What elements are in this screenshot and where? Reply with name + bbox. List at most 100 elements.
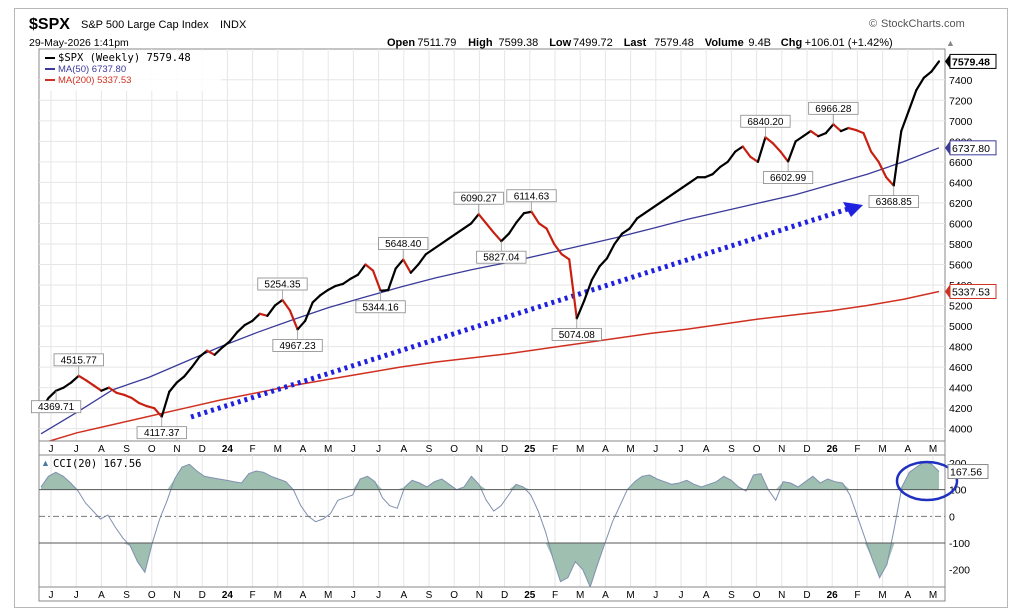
annotation-box-8 xyxy=(476,250,527,264)
price-segment-8 xyxy=(92,384,103,392)
price-segment-28 xyxy=(243,319,254,327)
x-tick-34: A xyxy=(904,444,911,455)
annotation-label-7: 6090.27 xyxy=(461,194,498,205)
x-tick-bottom-15: S xyxy=(426,590,433,601)
legend-item-1: MA(50) 6737.80 xyxy=(58,64,126,75)
price-segment-7 xyxy=(85,379,95,387)
x-tick-bottom-0: J xyxy=(49,590,54,601)
price-segment-118 xyxy=(922,70,933,79)
cci-last-box xyxy=(947,464,989,480)
price-segment-46 xyxy=(379,289,390,292)
price-segment-59 xyxy=(477,213,488,225)
price-segment-63 xyxy=(507,221,518,235)
price-segment-102 xyxy=(802,129,812,138)
x-tick-16: O xyxy=(450,444,458,455)
price-segment-72 xyxy=(575,299,586,320)
annotation-label-12: 6602.99 xyxy=(770,173,807,184)
price-segment-29 xyxy=(251,312,261,323)
price-segment-83 xyxy=(658,196,669,205)
annotation-label-1: 4369.71 xyxy=(38,402,75,413)
last-label-box-1 xyxy=(949,140,997,156)
price-segment-10 xyxy=(107,386,118,394)
x-tick-bottom-14: A xyxy=(400,590,407,601)
quote-label-4: Volume xyxy=(705,37,744,49)
x-tick-19: 25 xyxy=(524,444,536,455)
price-segment-21 xyxy=(190,355,201,369)
price-segment-113 xyxy=(885,176,895,187)
price-panel xyxy=(38,48,946,442)
annotation-box-2 xyxy=(136,426,187,440)
x-tick-26: A xyxy=(703,444,710,455)
price-segment-60 xyxy=(485,222,495,234)
trend-arrow xyxy=(190,205,852,420)
annotation-label-6: 5344.16 xyxy=(363,302,400,313)
price-segment-62 xyxy=(500,232,510,243)
cci-reference-lines xyxy=(39,489,945,544)
price-segment-69 xyxy=(553,242,563,256)
price-y-tick-5: 5000 xyxy=(949,321,973,333)
x-tick-9: M xyxy=(274,444,282,455)
index-name-text: S&P 500 Large Cap Index xyxy=(81,19,209,31)
annotation-label-5: 5648.40 xyxy=(385,239,422,250)
x-tick-bottom-11: M xyxy=(324,590,332,601)
x-tick-27: S xyxy=(728,444,735,455)
annotation-box-9 xyxy=(506,189,557,203)
price-segment-61 xyxy=(492,231,503,243)
x-tick-11: M xyxy=(324,444,332,455)
x-tick-22: A xyxy=(602,444,609,455)
x-tick-bottom-3: S xyxy=(123,590,130,601)
highlight-circle xyxy=(895,460,959,502)
x-tick-bottom-17: N xyxy=(476,590,483,601)
annotation-label-0: 4515.77 xyxy=(61,355,98,366)
price-segment-13 xyxy=(130,396,141,405)
price-segment-20 xyxy=(183,366,194,378)
x-tick-23: M xyxy=(626,444,634,455)
collapse-arrow-icon[interactable]: ▲ xyxy=(946,38,955,48)
price-segment-115 xyxy=(900,109,910,133)
x-tick-bottom-33: M xyxy=(878,590,886,601)
annotation-box-12 xyxy=(762,171,814,184)
price-segment-11 xyxy=(115,391,126,396)
price-segment-86 xyxy=(681,181,692,189)
price-segment-48 xyxy=(394,258,405,270)
price-segment-34 xyxy=(288,309,299,331)
x-tick-5: N xyxy=(173,444,180,455)
ma50-line xyxy=(40,147,940,435)
x-tick-bottom-19: 25 xyxy=(524,590,536,601)
quote-value-2: 7499.72 xyxy=(573,37,613,49)
chart-canvas: $SPX S&P 500 Large Cap Index INDX © Stoc… xyxy=(29,16,997,602)
last-label-text-2: 5337.53 xyxy=(952,286,990,298)
price-y-tick-4: 4800 xyxy=(949,342,973,354)
price-segment-23 xyxy=(205,349,216,356)
price-segment-49 xyxy=(402,258,412,274)
legend-item-2: MA(200) 5337.53 xyxy=(58,75,131,86)
x-tick-6: D xyxy=(199,444,206,455)
cci-panel xyxy=(38,454,946,588)
x-tick-18: D xyxy=(501,444,508,455)
x-tick-28: O xyxy=(753,444,761,455)
x-axis-bottom: J J A S O N D 24 F M A M J J A S O N D 25 F M A M J J A S O N D 26 F M A M xyxy=(49,590,938,601)
price-segment-65 xyxy=(522,210,533,215)
price-segment-54 xyxy=(439,237,450,246)
x-tick-10: A xyxy=(300,444,307,455)
price-segment-108 xyxy=(847,126,858,132)
annotation-box-1 xyxy=(30,400,82,414)
x-tick-30: D xyxy=(803,444,810,455)
price-segment-109 xyxy=(854,128,865,135)
price-segment-66 xyxy=(530,210,541,225)
x-tick-2: A xyxy=(98,444,105,455)
price-segment-110 xyxy=(862,132,873,153)
price-segment-111 xyxy=(869,150,880,163)
price-segment-67 xyxy=(537,222,548,230)
price-y-tick-3: 4600 xyxy=(949,362,973,374)
price-segment-75 xyxy=(598,257,609,268)
price-segment-114 xyxy=(892,129,903,187)
x-tick-20: F xyxy=(552,444,558,455)
price-segment-117 xyxy=(915,76,926,92)
x-tick-bottom-31: 26 xyxy=(827,590,839,601)
chart-frame: $SPX S&P 500 Large Cap Index INDX © Stoc… xyxy=(14,8,1008,608)
price-segment-79 xyxy=(628,217,639,230)
price-segment-119 xyxy=(930,60,941,73)
price-segment-19 xyxy=(175,375,186,384)
